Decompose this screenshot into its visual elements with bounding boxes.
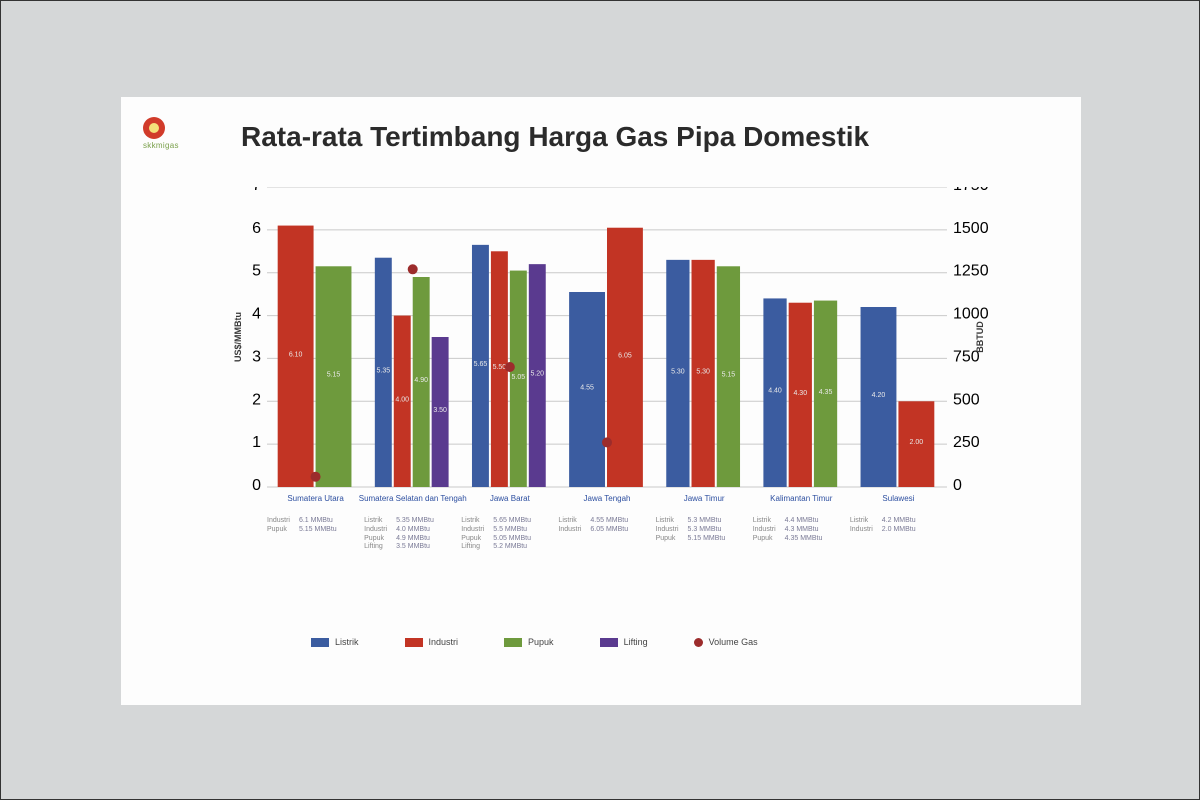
scatter-point bbox=[408, 264, 418, 274]
legend-label: Volume Gas bbox=[709, 637, 758, 647]
legend-dot-icon bbox=[694, 638, 703, 647]
category-subtext: Listrik 4.4 MMBtuIndustri 4.3 MMBtuPupuk… bbox=[753, 517, 846, 543]
svg-text:1000: 1000 bbox=[953, 306, 989, 323]
category-subtext: Listrik 5.3 MMBtuIndustri 5.3 MMBtuPupuk… bbox=[656, 517, 749, 543]
svg-text:Sumatera Utara: Sumatera Utara bbox=[287, 494, 344, 503]
svg-text:5.30: 5.30 bbox=[696, 368, 710, 375]
svg-text:5.05: 5.05 bbox=[512, 374, 526, 381]
svg-text:5.15: 5.15 bbox=[722, 372, 736, 379]
svg-text:6.05: 6.05 bbox=[618, 352, 632, 359]
category-subtext: Listrik 4.2 MMBtuIndustri 2.0 MMBtu bbox=[850, 517, 943, 535]
svg-text:4.20: 4.20 bbox=[872, 392, 886, 399]
svg-text:1250: 1250 bbox=[953, 263, 989, 280]
legend-swatch-icon bbox=[600, 638, 618, 647]
brand-logo: skkmigas bbox=[143, 117, 179, 150]
svg-text:4.35: 4.35 bbox=[819, 389, 833, 396]
category-subtext: Industri 6.1 MMBtuPupuk 5.15 MMBtu bbox=[267, 517, 360, 535]
svg-text:0: 0 bbox=[953, 477, 962, 494]
svg-text:1750: 1750 bbox=[953, 187, 989, 194]
svg-text:3.50: 3.50 bbox=[433, 407, 447, 414]
legend-swatch-icon bbox=[311, 638, 329, 647]
svg-text:0: 0 bbox=[252, 477, 261, 494]
legend-label: Lifting bbox=[624, 637, 648, 647]
legend-label: Industri bbox=[429, 637, 459, 647]
legend-label: Pupuk bbox=[528, 637, 554, 647]
svg-text:500: 500 bbox=[953, 391, 980, 408]
svg-text:5.65: 5.65 bbox=[474, 361, 488, 368]
svg-text:3: 3 bbox=[252, 348, 261, 365]
legend-swatch-icon bbox=[405, 638, 423, 647]
svg-text:2: 2 bbox=[252, 391, 261, 408]
svg-text:5.30: 5.30 bbox=[671, 368, 685, 375]
svg-text:Sulawesi: Sulawesi bbox=[882, 494, 914, 503]
svg-text:Jawa Barat: Jawa Barat bbox=[490, 494, 531, 503]
svg-text:Kalimantan Timur: Kalimantan Timur bbox=[770, 494, 833, 503]
svg-text:US$/MMBtu: US$/MMBtu bbox=[233, 312, 243, 362]
svg-text:4.55: 4.55 bbox=[580, 385, 594, 392]
category-subtext: Listrik 5.35 MMBtuIndustri 4.0 MMBtuPupu… bbox=[364, 517, 457, 552]
category-subtext: Listrik 5.65 MMBtuIndustri 5.5 MMBtuPupu… bbox=[461, 517, 554, 552]
svg-text:4.00: 4.00 bbox=[395, 396, 409, 403]
scatter-point bbox=[602, 437, 612, 447]
svg-text:BBTUD: BBTUD bbox=[975, 321, 985, 353]
legend-item: Pupuk bbox=[504, 637, 554, 647]
svg-text:4: 4 bbox=[252, 306, 261, 323]
page-frame: skkmigas Rata-rata Tertimbang Harga Gas … bbox=[0, 0, 1200, 800]
chart-plot: 0123456702505007501000125015001750US$/MM… bbox=[231, 187, 991, 487]
svg-text:1: 1 bbox=[252, 434, 261, 451]
svg-text:7: 7 bbox=[252, 187, 261, 194]
svg-text:250: 250 bbox=[953, 434, 980, 451]
svg-text:Jawa Tengah: Jawa Tengah bbox=[584, 494, 631, 503]
chart-title: Rata-rata Tertimbang Harga Gas Pipa Dome… bbox=[241, 121, 869, 153]
legend-item: Lifting bbox=[600, 637, 648, 647]
svg-text:4.90: 4.90 bbox=[414, 377, 428, 384]
chart-svg: 0123456702505007501000125015001750US$/MM… bbox=[231, 187, 991, 527]
scatter-point bbox=[311, 472, 321, 482]
legend-label: Listrik bbox=[335, 637, 359, 647]
svg-text:Jawa Timur: Jawa Timur bbox=[684, 494, 725, 503]
chart-card: skkmigas Rata-rata Tertimbang Harga Gas … bbox=[121, 97, 1081, 705]
legend-swatch-icon bbox=[504, 638, 522, 647]
brand-text: skkmigas bbox=[143, 141, 179, 150]
pin-icon bbox=[143, 117, 165, 139]
legend-item: Volume Gas bbox=[694, 637, 758, 647]
svg-text:1500: 1500 bbox=[953, 220, 989, 237]
svg-text:4.40: 4.40 bbox=[768, 388, 782, 395]
chart-legend: Listrik Industri Pupuk Lifting Volume Gas bbox=[311, 637, 758, 647]
svg-text:6: 6 bbox=[252, 220, 261, 237]
legend-item: Industri bbox=[405, 637, 459, 647]
svg-text:Sumatera Selatan dan Tengah: Sumatera Selatan dan Tengah bbox=[359, 494, 467, 503]
svg-text:5: 5 bbox=[252, 263, 261, 280]
svg-text:4.30: 4.30 bbox=[793, 390, 807, 397]
svg-text:6.10: 6.10 bbox=[289, 351, 303, 358]
svg-text:5.35: 5.35 bbox=[376, 367, 390, 374]
category-subtext: Listrik 4.55 MMBtuIndustri 6.05 MMBtu bbox=[558, 517, 651, 535]
legend-item: Listrik bbox=[311, 637, 359, 647]
svg-text:5.20: 5.20 bbox=[530, 371, 544, 378]
svg-text:5.15: 5.15 bbox=[327, 372, 341, 379]
svg-text:2.00: 2.00 bbox=[910, 439, 924, 446]
svg-text:5.50: 5.50 bbox=[493, 364, 507, 371]
scatter-point bbox=[505, 362, 515, 372]
